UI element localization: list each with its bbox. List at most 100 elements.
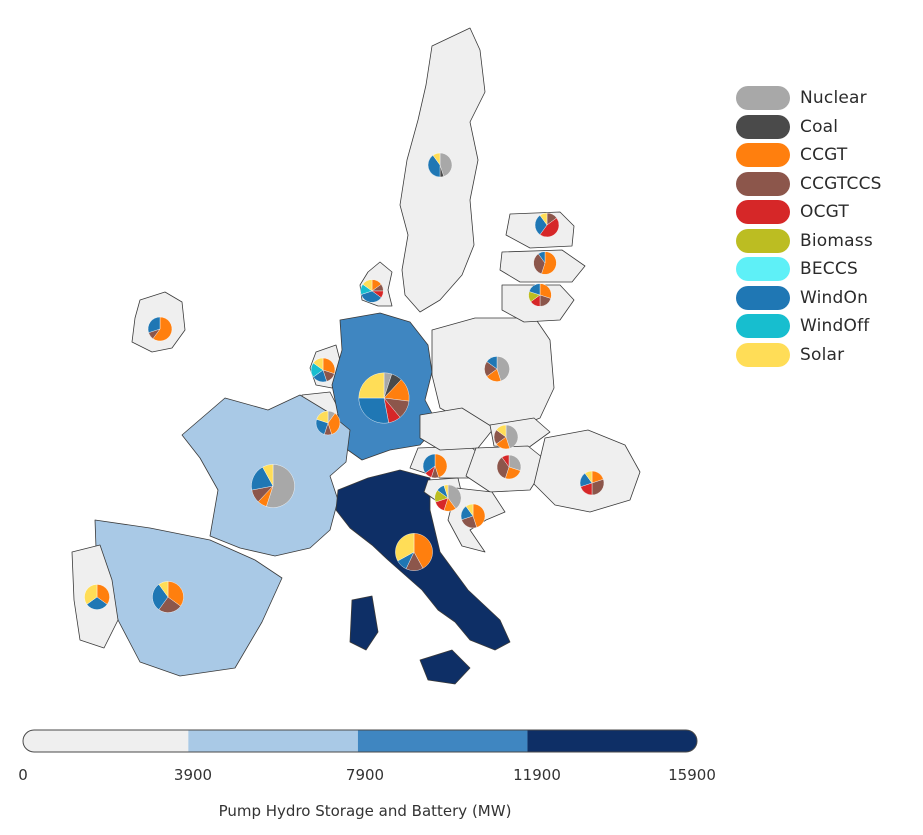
- pie-slice-ccgt: [434, 453, 448, 478]
- legend-label: CCGT: [800, 145, 848, 166]
- legend-label: CCGTCCS: [800, 173, 882, 194]
- pie-slice-ocgt: [501, 454, 510, 468]
- legend-item-windoff: WindOff: [736, 312, 882, 341]
- legend-item-windon: WindOn: [736, 284, 882, 313]
- legend-item-solar: Solar: [736, 341, 882, 370]
- legend-label: Nuclear: [800, 88, 867, 109]
- legend-swatch: [736, 342, 790, 367]
- pie-slice-windon: [360, 290, 382, 303]
- pie-slice-ccgt: [167, 581, 184, 607]
- pie-slice-nuclear: [496, 356, 510, 382]
- pie-belgium: [315, 410, 341, 436]
- legend-swatch: [736, 314, 790, 339]
- pie-spain: [152, 581, 184, 613]
- pie-slice-windon: [486, 356, 498, 370]
- pie-slice-solar: [313, 357, 324, 371]
- pie-slice-windon: [147, 316, 161, 333]
- legend-label: OCGT: [800, 202, 850, 223]
- legend-item-ccgt: CCGT: [736, 141, 882, 170]
- legend-swatch: [736, 114, 790, 139]
- pie-estonia: [534, 212, 560, 238]
- pie-lithuania: [528, 283, 552, 307]
- pie-italy: [395, 533, 433, 571]
- pie-slice-ccgt: [327, 413, 341, 435]
- country-romania: [533, 429, 641, 513]
- pies-layer: [84, 152, 605, 613]
- pie-croatia: [460, 503, 486, 529]
- legend-item-ocgt: OCGT: [736, 198, 882, 227]
- pie-slice-solar: [539, 212, 548, 226]
- legend: Nuclear Coal CCGT CCGTCCS OCGT Biomass B…: [736, 84, 882, 369]
- legend-label: Biomass: [800, 230, 873, 251]
- pie-slice-ccgtccs: [496, 457, 510, 479]
- pie-ireland: [147, 316, 173, 342]
- pie-slice-nuclear: [505, 424, 519, 449]
- pie-slice-nuclear: [266, 464, 295, 508]
- colorbar-tick-label: 15900: [668, 766, 716, 784]
- colorbar-tick-label: 3900: [173, 766, 213, 784]
- legend-item-coal: Coal: [736, 113, 882, 142]
- pie-poland: [484, 356, 510, 382]
- pie-france: [251, 464, 295, 508]
- legend-swatch: [736, 86, 790, 111]
- colorbar-tick-label: 7900: [345, 766, 385, 784]
- pie-slice-solar: [362, 279, 373, 292]
- colorbar-tick-label: 11900: [513, 766, 561, 784]
- pie-slice-ccgt: [152, 316, 173, 342]
- pie-denmark: [360, 279, 384, 303]
- pie-slice-ccgt: [413, 533, 433, 569]
- pie-slice-solar: [358, 372, 385, 399]
- colorbar-tick-label: 0: [18, 766, 28, 784]
- legend-item-beccs: BECCS: [736, 255, 882, 284]
- legend-label: WindOff: [800, 316, 870, 337]
- country-italy: [419, 649, 471, 685]
- pie-slice-windon: [152, 584, 169, 610]
- colorbar-bin: [188, 730, 358, 752]
- legend-swatch: [736, 285, 790, 310]
- pie-slice-solar: [84, 584, 98, 605]
- pie-slice-windon: [422, 453, 436, 474]
- colorbar-bin: [527, 730, 697, 752]
- legend-swatch: [736, 143, 790, 168]
- pie-slice-nuclear: [439, 152, 453, 177]
- pie-slice-solar: [584, 470, 593, 484]
- pie-slice-solar: [465, 503, 474, 517]
- pie-germany: [358, 372, 410, 424]
- pie-slice-solar: [395, 533, 415, 562]
- pie-slice-ccgt: [472, 503, 486, 528]
- pie-slice-windon: [358, 397, 389, 424]
- legend-item-biomass: Biomass: [736, 227, 882, 256]
- pie-sweden: [427, 152, 453, 178]
- pie-slice-solar: [262, 464, 274, 487]
- colorbar: [22, 729, 698, 753]
- legend-label: Solar: [800, 344, 845, 365]
- pie-slice-ccgt: [96, 584, 110, 605]
- pie-slice-solar: [158, 581, 169, 598]
- legend-item-ccgtccs: CCGTCCS: [736, 170, 882, 199]
- pie-austria: [422, 453, 448, 479]
- pie-slice-solar: [316, 410, 329, 424]
- pie-latvia: [533, 251, 557, 275]
- legend-item-nuclear: Nuclear: [736, 84, 882, 113]
- legend-swatch: [736, 200, 790, 225]
- pie-slice-solar: [443, 484, 449, 499]
- pie-romania: [579, 470, 605, 496]
- colorbar-bin: [357, 730, 528, 752]
- pie-slovenia: [434, 484, 462, 512]
- legend-swatch: [736, 171, 790, 196]
- pie-czechia: [493, 424, 519, 450]
- colorbar-border: [22, 729, 698, 753]
- pie-slice-windon: [528, 283, 541, 296]
- country-italy: [349, 595, 379, 651]
- legend-label: BECCS: [800, 259, 858, 280]
- pie-netherlands: [310, 357, 336, 383]
- legend-label: Coal: [800, 116, 839, 137]
- colorbar-title: Pump Hydro Storage and Battery (MW): [218, 802, 512, 820]
- pie-slice-windon: [86, 596, 108, 610]
- pie-slice-ccgtccs: [533, 253, 546, 275]
- pie-slice-solar: [496, 424, 507, 438]
- legend-swatch: [736, 257, 790, 282]
- pie-slice-windon: [538, 251, 546, 264]
- colorbar-bin: [23, 730, 189, 752]
